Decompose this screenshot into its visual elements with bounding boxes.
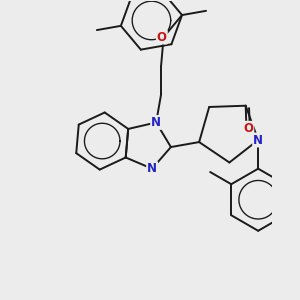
Text: O: O: [157, 31, 167, 44]
Text: N: N: [253, 134, 263, 146]
Text: N: N: [151, 116, 161, 129]
Text: N: N: [147, 162, 157, 175]
Text: O: O: [243, 122, 253, 135]
